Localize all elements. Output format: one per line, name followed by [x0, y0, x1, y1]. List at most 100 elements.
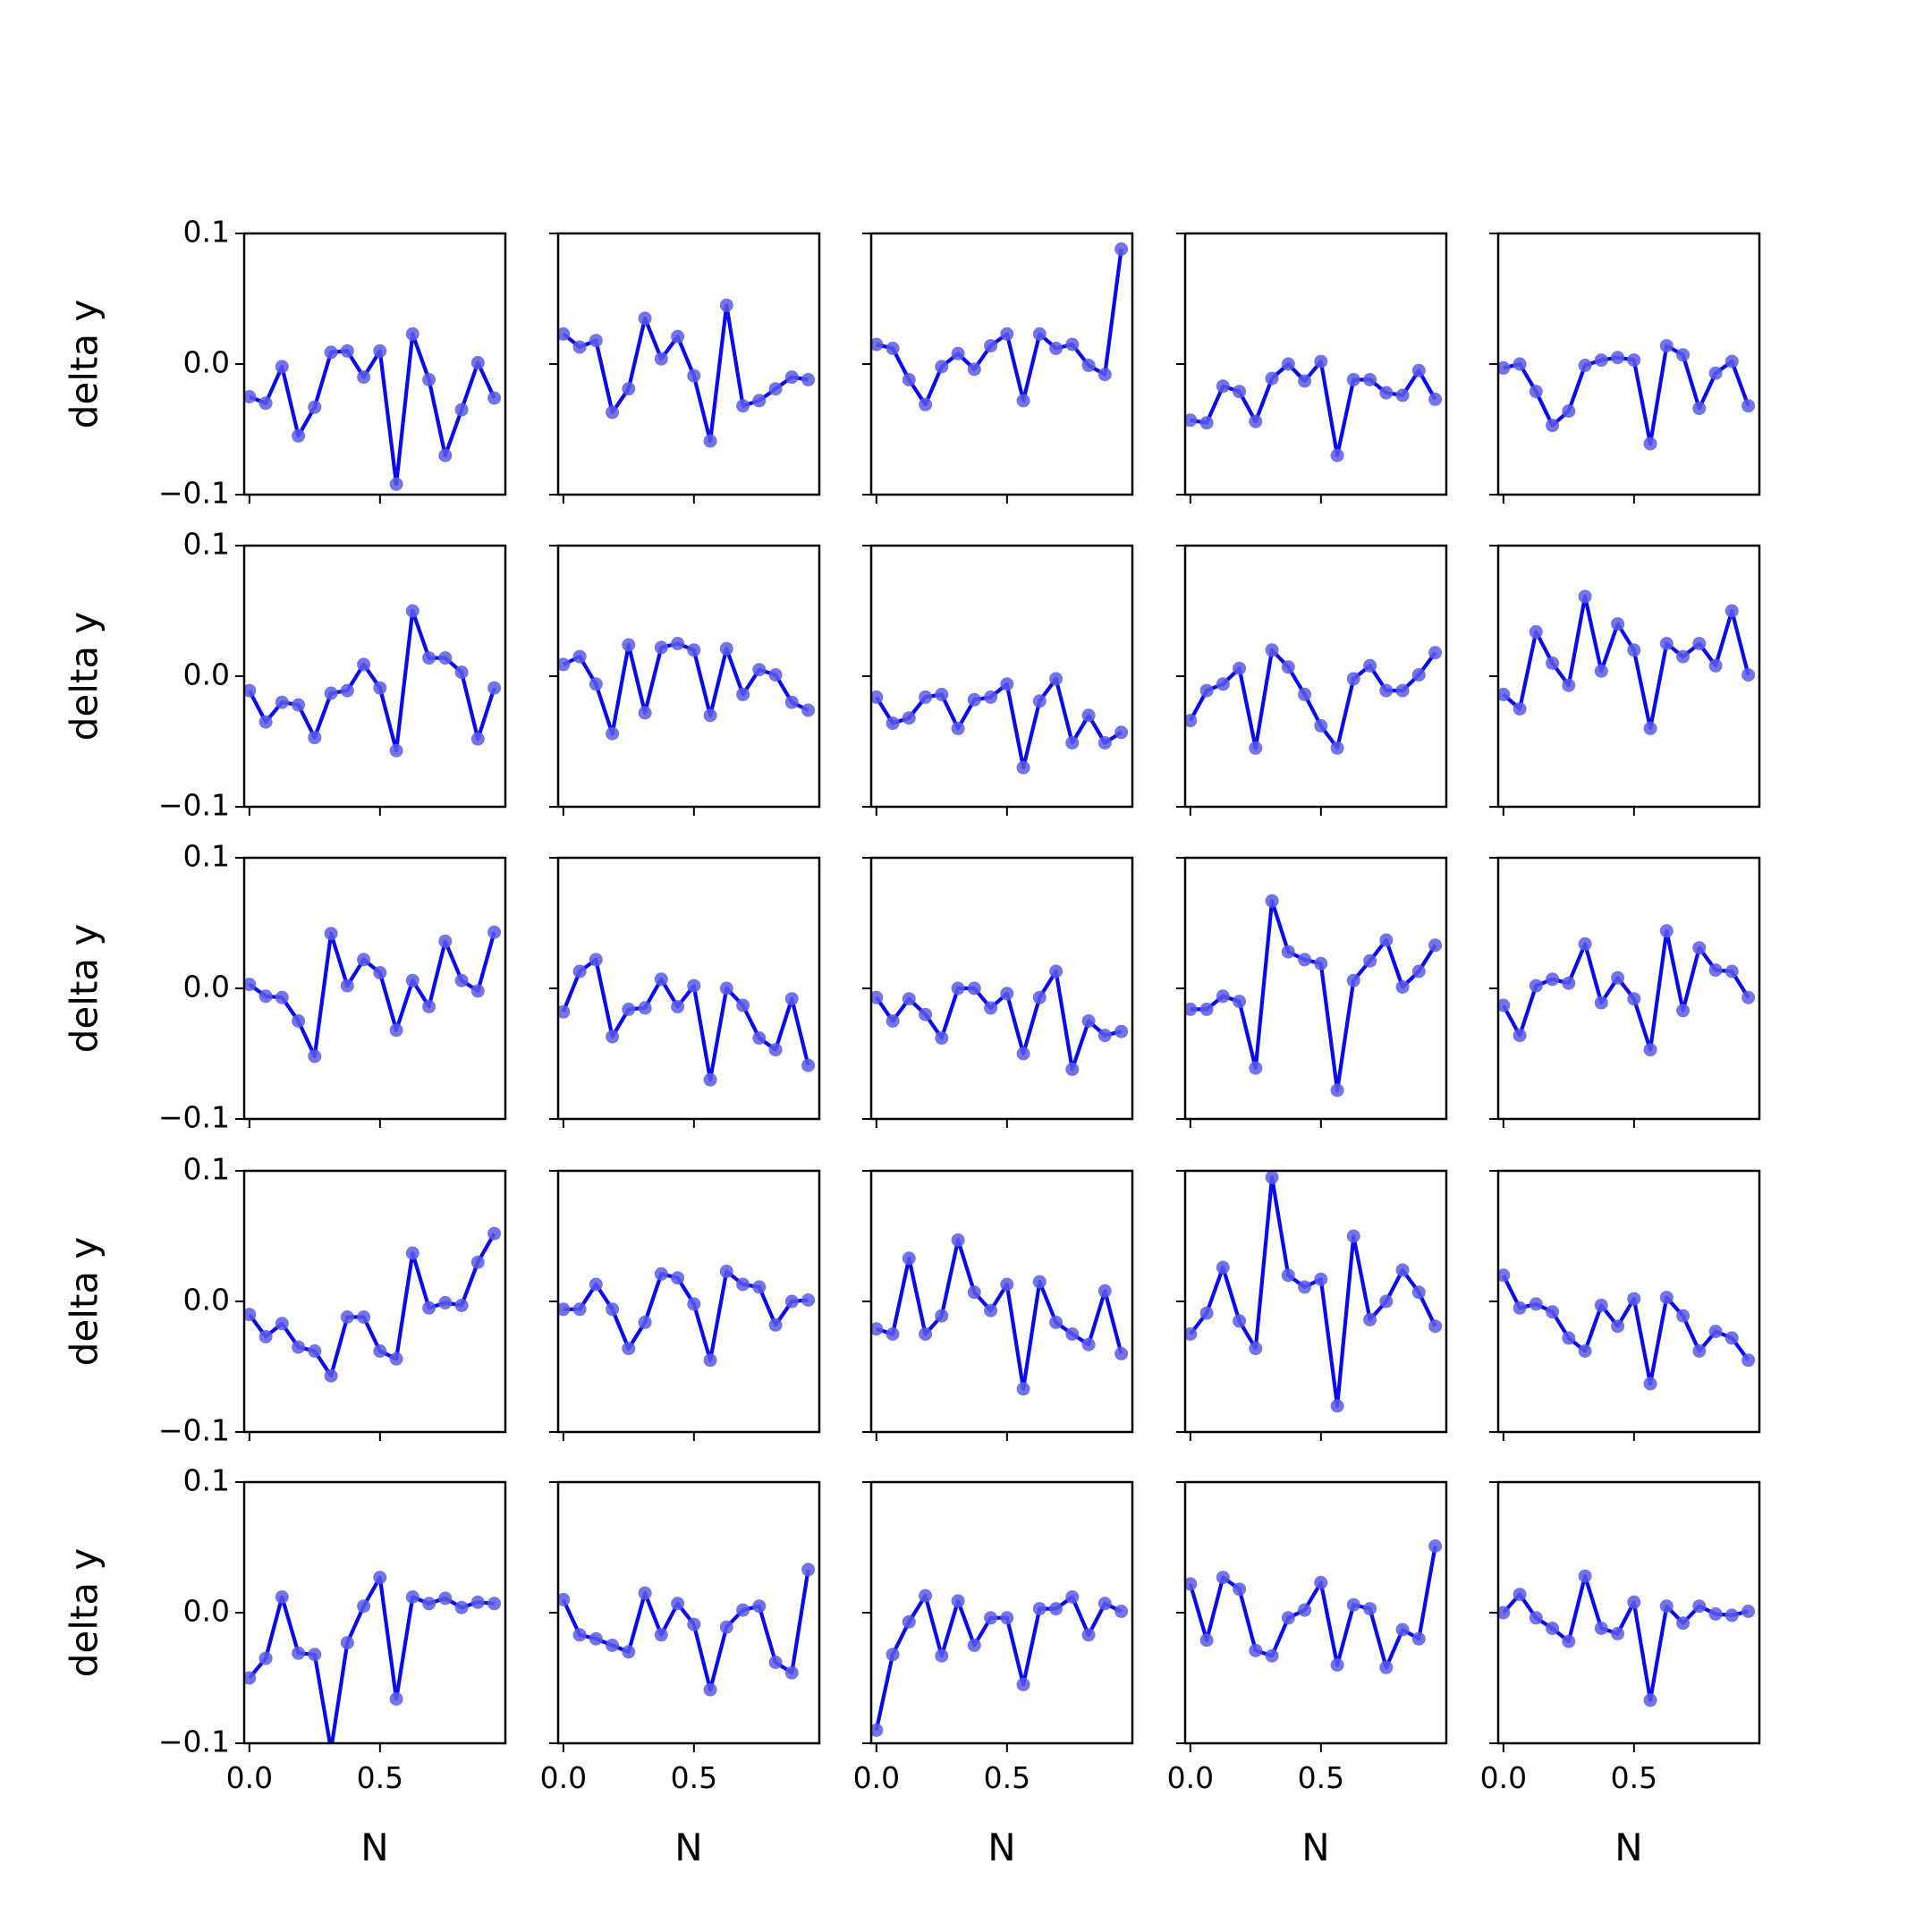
data-point	[871, 337, 884, 352]
axes-frame	[1183, 1169, 1448, 1434]
data-point	[1692, 941, 1707, 955]
subplot-r4-c2	[549, 1169, 821, 1441]
subplot-r3-c3	[862, 856, 1134, 1128]
data-point	[1594, 996, 1608, 1010]
data-point	[1659, 637, 1674, 650]
data-point	[902, 1614, 916, 1629]
data-point	[258, 715, 273, 729]
y-tick-label: −0.1	[158, 1413, 230, 1448]
data-point	[1081, 1014, 1096, 1028]
data-point	[1379, 1294, 1394, 1309]
data-point	[1578, 936, 1592, 951]
data-point	[1049, 672, 1063, 686]
series-line	[1502, 594, 1750, 731]
data-point	[1216, 1260, 1230, 1275]
data-point	[687, 369, 701, 383]
data-point	[1643, 1693, 1657, 1707]
data-point	[736, 998, 750, 1013]
x-tick-label: 0.5	[357, 1760, 403, 1795]
series-line	[1189, 1175, 1437, 1408]
data-point	[1562, 976, 1576, 990]
data-point	[1428, 938, 1443, 953]
data-point	[1498, 360, 1511, 375]
series-group	[244, 1226, 502, 1383]
data-point	[1643, 721, 1657, 735]
data-point	[1249, 1061, 1263, 1075]
data-point	[1513, 1029, 1527, 1043]
data-point	[1363, 1602, 1377, 1616]
data-point	[801, 1563, 816, 1577]
data-point	[1032, 1275, 1046, 1289]
data-point	[572, 1302, 587, 1317]
y-tick-label: −0.1	[158, 476, 230, 511]
data-point	[736, 687, 750, 701]
series-line	[1502, 1573, 1750, 1702]
data-point	[1724, 1608, 1739, 1623]
data-point	[1676, 1004, 1690, 1018]
x-tick-label: 0.5	[1298, 1760, 1344, 1795]
series-line	[562, 641, 809, 736]
data-point	[1594, 1622, 1608, 1635]
data-point	[308, 1049, 322, 1063]
data-point	[422, 999, 436, 1013]
data-point	[784, 1294, 799, 1309]
data-point	[1049, 1602, 1063, 1616]
series-line	[1188, 648, 1437, 750]
data-point	[1281, 1268, 1295, 1283]
series-line	[249, 332, 496, 487]
data-point	[671, 1271, 685, 1285]
x-tick-label: 0.0	[1167, 1760, 1214, 1795]
data-point	[357, 657, 371, 672]
x-axis-label: N	[987, 1826, 1015, 1869]
data-point	[654, 1267, 668, 1281]
data-point	[438, 1591, 453, 1606]
data-point	[1298, 687, 1312, 701]
data-point	[1114, 725, 1129, 740]
series-line	[562, 303, 809, 444]
data-point	[886, 1014, 900, 1028]
data-point	[1265, 643, 1279, 657]
data-point	[1314, 354, 1328, 369]
series-group	[871, 672, 1129, 775]
data-point	[768, 1318, 783, 1332]
data-point	[1199, 1306, 1214, 1320]
data-point	[719, 1620, 733, 1634]
data-point	[1249, 1643, 1263, 1657]
data-point	[719, 1264, 733, 1278]
data-point	[1216, 379, 1230, 394]
data-point	[1185, 1327, 1198, 1341]
data-point	[292, 1014, 306, 1028]
subplot-r1-c2	[549, 232, 821, 504]
y-tick-label: −0.1	[158, 1724, 230, 1759]
data-point	[454, 665, 469, 680]
data-point	[1659, 339, 1674, 353]
data-point	[1676, 1309, 1690, 1323]
x-axis-label: N	[360, 1826, 388, 1869]
data-point	[719, 298, 733, 312]
data-point	[654, 352, 668, 366]
data-point	[244, 978, 257, 992]
data-point	[1498, 1606, 1511, 1620]
data-point	[1199, 1002, 1214, 1016]
data-point	[1346, 672, 1360, 686]
y-tick-label: 0.0	[183, 1283, 230, 1318]
data-point	[1016, 394, 1030, 408]
data-point	[572, 964, 587, 979]
y-axis-label: delta y	[63, 1237, 106, 1367]
data-point	[1233, 1314, 1247, 1328]
data-point	[292, 1340, 306, 1354]
data-point	[622, 1342, 636, 1356]
data-point	[703, 708, 717, 723]
series-group	[1498, 1569, 1756, 1707]
subplot-r2-c4	[1176, 544, 1448, 816]
data-point	[1594, 664, 1608, 678]
data-point	[244, 683, 257, 698]
data-point	[275, 360, 289, 374]
data-point	[1216, 1571, 1230, 1585]
data-point	[967, 362, 981, 377]
data-point	[1233, 385, 1247, 399]
x-tick-label: 0.0	[540, 1760, 587, 1795]
data-point	[357, 1310, 371, 1324]
data-point	[1428, 392, 1443, 406]
